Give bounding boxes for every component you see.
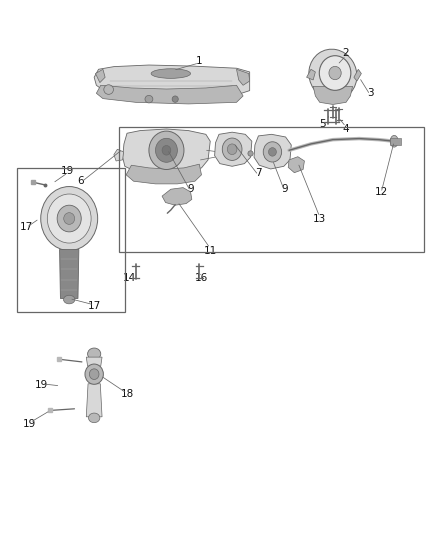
Ellipse shape [162, 146, 171, 155]
Polygon shape [95, 69, 105, 83]
Text: 3: 3 [367, 88, 374, 98]
Ellipse shape [268, 148, 276, 156]
Text: 12: 12 [374, 187, 388, 197]
Text: 19: 19 [61, 166, 74, 175]
Ellipse shape [172, 96, 178, 102]
Polygon shape [96, 85, 243, 104]
Ellipse shape [155, 139, 177, 163]
Text: 18: 18 [120, 390, 134, 399]
Text: 13: 13 [313, 214, 326, 223]
Text: 16: 16 [195, 273, 208, 283]
Ellipse shape [309, 49, 357, 100]
Polygon shape [114, 149, 124, 161]
Bar [17, 168, 125, 312]
Polygon shape [288, 157, 304, 173]
Ellipse shape [145, 95, 153, 103]
Text: 17: 17 [88, 302, 101, 311]
Ellipse shape [390, 135, 398, 147]
Ellipse shape [248, 151, 253, 156]
Polygon shape [254, 134, 291, 169]
Polygon shape [123, 129, 210, 173]
Ellipse shape [319, 56, 351, 90]
Ellipse shape [151, 69, 191, 78]
Text: 6: 6 [78, 176, 85, 186]
Text: 1: 1 [196, 56, 203, 66]
Polygon shape [94, 65, 250, 97]
Text: 5: 5 [319, 119, 326, 128]
Ellipse shape [329, 66, 341, 80]
Text: 4: 4 [343, 124, 350, 134]
Bar [119, 127, 424, 252]
Polygon shape [86, 357, 102, 366]
Ellipse shape [85, 364, 103, 384]
Text: 19: 19 [35, 380, 48, 390]
Text: 19: 19 [23, 419, 36, 429]
Polygon shape [60, 249, 79, 298]
Polygon shape [162, 188, 192, 205]
Text: 9: 9 [281, 184, 288, 194]
Text: 9: 9 [187, 184, 194, 194]
Ellipse shape [104, 85, 113, 94]
Polygon shape [126, 164, 201, 184]
Polygon shape [86, 384, 102, 417]
Text: 7: 7 [255, 168, 262, 178]
Text: 2: 2 [343, 49, 350, 58]
Ellipse shape [149, 131, 184, 169]
Polygon shape [313, 86, 353, 104]
Text: 14: 14 [123, 273, 136, 283]
Polygon shape [215, 132, 252, 166]
Ellipse shape [64, 295, 75, 304]
Ellipse shape [64, 213, 74, 224]
Ellipse shape [227, 144, 237, 155]
Ellipse shape [89, 369, 99, 379]
Polygon shape [307, 69, 315, 80]
Polygon shape [354, 69, 361, 81]
Ellipse shape [223, 138, 242, 160]
Ellipse shape [88, 413, 100, 423]
Ellipse shape [41, 187, 98, 251]
Ellipse shape [88, 348, 101, 360]
Text: 17: 17 [20, 222, 33, 231]
Polygon shape [237, 69, 250, 85]
Bar [390, 138, 401, 145]
Ellipse shape [47, 194, 91, 243]
Ellipse shape [57, 205, 81, 232]
Text: 11: 11 [204, 246, 217, 255]
Ellipse shape [263, 142, 282, 162]
